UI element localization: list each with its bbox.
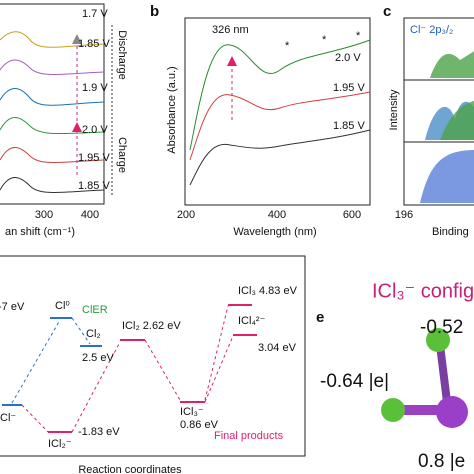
- label: ICl₄²⁻: [238, 315, 266, 327]
- label: -0.64 |e|: [320, 371, 389, 392]
- arrowhead: [72, 34, 82, 44]
- panel-b: b 326 nm * * * 2.0 V 1.95 V 1.85 V 200 4…: [150, 3, 371, 238]
- peak: [440, 100, 474, 140]
- label: Final products: [214, 430, 284, 442]
- tick-label: 200: [177, 209, 195, 221]
- axis-label: Reaction coordinates: [78, 464, 182, 474]
- tick-label: 400: [268, 209, 286, 221]
- annotation: *: [285, 40, 290, 52]
- panel-letter: b: [150, 3, 159, 20]
- axis-label: Intensity: [388, 89, 400, 130]
- arrowhead: [227, 56, 237, 66]
- atom: [426, 328, 450, 352]
- label: 1.95 V: [78, 152, 110, 164]
- frame: [0, 255, 306, 457]
- label: ICl₂ 2.62 eV: [122, 320, 181, 332]
- panel-c: c Cl⁻ 2p₃/₂ Intensity 196 Binding: [383, 3, 474, 238]
- links: [21, 305, 234, 433]
- axis-label: Wavelength (nm): [233, 226, 316, 238]
- label: 1.85 V: [78, 180, 110, 192]
- label: ICl₃ 4.83 eV: [238, 285, 298, 297]
- spectrum: [0, 31, 105, 48]
- label: ICl₃⁻: [180, 406, 204, 418]
- label: 1.9 V: [82, 82, 108, 94]
- label: 1.85 V: [78, 38, 110, 50]
- spectrum: [189, 91, 371, 161]
- spectrum: [0, 177, 105, 193]
- spectrum: [0, 117, 105, 135]
- panel-letter: e: [316, 309, 324, 326]
- spectrum: [189, 129, 371, 186]
- label: Cl⁰: [55, 300, 70, 312]
- label: 3.04 eV: [258, 342, 297, 354]
- peak: [430, 51, 474, 78]
- label: 2.0 V: [335, 52, 361, 64]
- spectrum: [189, 39, 371, 151]
- label: -7 eV: [0, 301, 25, 313]
- label: Cl₂: [86, 328, 101, 340]
- links: [11, 317, 91, 404]
- panel-letter: c: [383, 3, 391, 20]
- levels: [2, 317, 102, 406]
- label: 2.0 V: [82, 124, 108, 136]
- label: 0.8 |e: [418, 451, 465, 472]
- panel-e: e ICl₃⁻ configu -0.52 -0.64 |e| 0.8 |e: [316, 280, 474, 472]
- levels: [48, 304, 257, 433]
- frame: [403, 17, 474, 206]
- tick-label: 600: [343, 209, 361, 221]
- peak: [420, 150, 474, 203]
- annotation: 326 nm: [212, 24, 249, 36]
- label: 1.7 V: [82, 8, 108, 20]
- tick-label: 400: [81, 209, 99, 221]
- tick-label: 196: [395, 209, 413, 221]
- label: Discharge: [116, 30, 128, 80]
- axis-label: Absorbance (a.u.): [166, 66, 178, 153]
- annotation: *: [356, 30, 361, 42]
- label: 1.95 V: [333, 82, 365, 94]
- atom: [381, 398, 405, 422]
- label: 1.85 V: [333, 120, 365, 132]
- arrowhead: [72, 122, 82, 132]
- axis-label: Binding: [432, 226, 469, 238]
- label: 0.86 eV: [180, 419, 219, 431]
- title: ICl₃⁻ configu: [372, 280, 474, 302]
- spectrum: [0, 88, 105, 106]
- panel-d: -7 eV Cl⁰ ClER Cl₂ 2.5 eV ICl₂ 2.62 eV I…: [0, 255, 306, 474]
- tick-label: 300: [35, 209, 53, 221]
- label: Cl⁻: [0, 412, 16, 424]
- axis-label: an shift (cm⁻¹): [5, 226, 75, 238]
- frame: [184, 17, 371, 206]
- label: -1.83 eV: [78, 426, 120, 438]
- label: ClER: [82, 304, 108, 316]
- annotation: *: [322, 34, 327, 46]
- atom: [436, 396, 468, 428]
- spectrum: [0, 59, 105, 75]
- legend: Cl⁻ 2p₃/₂: [410, 24, 453, 36]
- spectrum: [0, 147, 105, 163]
- label: ICl₂⁻: [48, 438, 72, 450]
- label: -0.52: [420, 317, 463, 338]
- label: 2.5 eV: [82, 352, 114, 364]
- label: Charge: [116, 137, 128, 173]
- panel-a: 1.7 V 1.85 V 1.9 V 2.0 V 1.95 V 1.85 V D…: [0, 3, 128, 238]
- frame: [0, 3, 105, 205]
